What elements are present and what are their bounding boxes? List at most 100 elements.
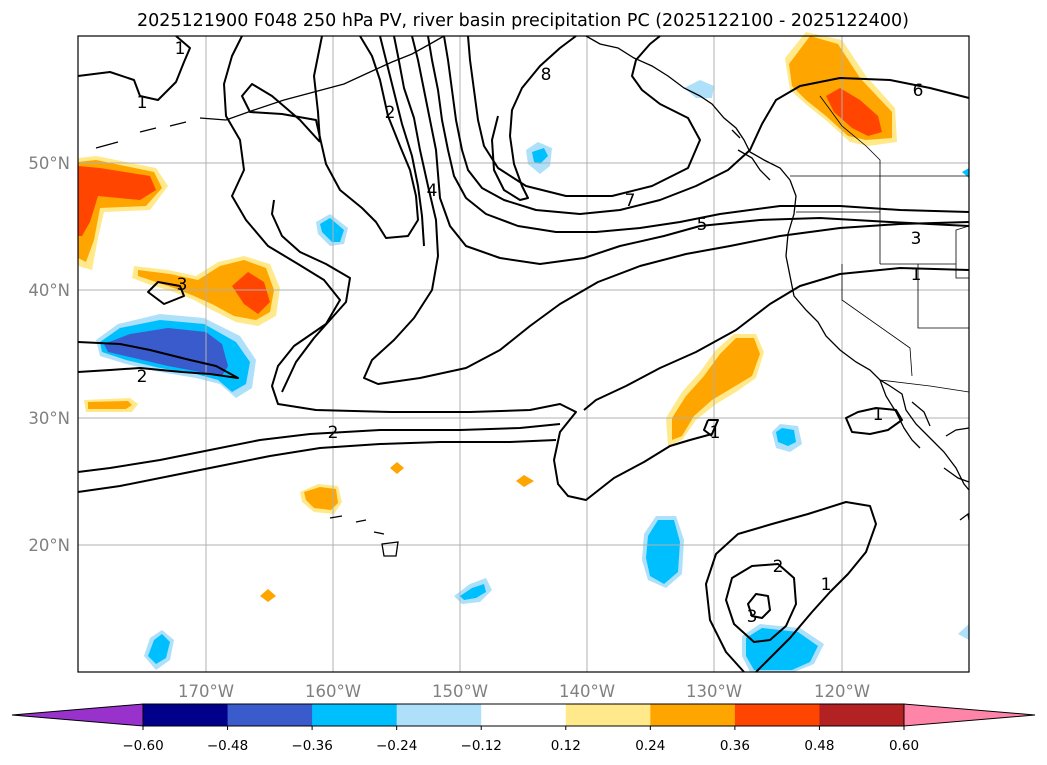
negative-anomaly-east-edge	[958, 624, 969, 640]
bc-alberta-border	[819, 95, 881, 176]
pv-contour-5	[427, 35, 970, 233]
longitude-axis: 170°W 160°W 150°W 140°W 130°W 120°W	[178, 682, 870, 701]
contour-label: 5	[697, 215, 708, 235]
colorbar-bin	[819, 704, 905, 726]
positive-anomaly-small-2	[516, 475, 534, 487]
colorbar-bin	[312, 704, 398, 726]
pv-contour-trough-main	[363, 35, 970, 385]
latitude-axis: 50°N 40°N 30°N 20°N	[28, 154, 70, 555]
chart-title: 2025121900 F048 250 hPa PV, river basin …	[137, 11, 909, 31]
positive-anomaly-west-edge	[78, 156, 168, 270]
lat-tick-label: 20°N	[28, 536, 70, 555]
colorbar-frame	[142, 703, 905, 727]
map-panel: 1 1 1 1 1 1 2 2 2 2 3 3 3 4 5 6 7 8	[77, 32, 970, 673]
pv-contour-2-trough	[271, 35, 351, 393]
contour-label: 1	[175, 39, 186, 59]
pv-contour-2-west	[77, 341, 239, 379]
lon-tick-label: 140°W	[559, 682, 615, 701]
contour-label: 1	[821, 575, 832, 595]
pv-contour-1-south	[77, 439, 557, 493]
contour-label: 3	[911, 229, 922, 249]
lat-tick-label: 50°N	[28, 154, 70, 173]
hawaii-islands	[329, 515, 399, 557]
alaska-peninsula-coast	[199, 35, 445, 121]
lat-tick-label: 30°N	[28, 409, 70, 428]
pv-contours	[77, 35, 970, 673]
negative-anomaly-50n-150w-core	[532, 148, 548, 164]
colorbar-extend-low	[11, 703, 144, 727]
contour-label: 2	[328, 423, 339, 443]
pv-contour-7	[467, 35, 701, 197]
colorbar-tick-label: −0.24	[376, 738, 417, 754]
negative-anomaly-east-edge-2	[962, 168, 969, 178]
contour-label: 1	[710, 423, 721, 443]
positive-anomaly-31n-core	[88, 401, 132, 409]
positive-anomaly-160w-24n-core	[304, 487, 338, 510]
pv-contour-1-east	[845, 407, 903, 435]
pv-contour-labels: 1 1 1 1 1 1 2 2 2 2 3 3 3 4 5 6 7 8	[137, 39, 924, 627]
negative-anomaly-175w-12n-core	[148, 634, 170, 664]
positive-anomaly-nw-canada	[785, 32, 897, 146]
pv-contour-2-south	[77, 423, 561, 473]
pv-contour-4	[411, 35, 970, 265]
contour-label: 4	[427, 181, 438, 201]
contour-label: 1	[873, 405, 884, 425]
negative-anomaly-160w-45n-core	[320, 218, 344, 242]
pv-contour-2-dome	[725, 563, 797, 643]
political-borders	[790, 95, 970, 393]
positive-anomaly-small-3	[260, 589, 276, 602]
pv-contour-3-dome	[747, 593, 771, 619]
pv-contour-1-dome	[705, 501, 877, 673]
coastlines	[95, 35, 970, 557]
colorbar-tick-label: −0.12	[461, 738, 502, 754]
pv-contour-3-closed	[147, 281, 185, 305]
colorbar-tick-label: −0.60	[122, 738, 163, 754]
colorbar-bin	[565, 704, 651, 726]
negative-anomaly-125w-28n-core	[776, 428, 796, 446]
colorbar-extend-high	[903, 703, 1036, 727]
lon-tick-label: 150°W	[432, 682, 488, 701]
pv-contour-1-large	[223, 35, 719, 501]
colorbar-tick-label: −0.36	[291, 738, 332, 754]
pv-contour-inner-loop	[241, 35, 419, 239]
colorbar-bin	[481, 704, 567, 726]
lon-tick-label: 170°W	[178, 682, 234, 701]
contour-label: 6	[913, 81, 924, 101]
colorbar: −0.60 −0.48 −0.36 −0.24 −0.12 0.12 0.24 0.36 0.4…	[11, 703, 1036, 754]
colorbar-tick-label: 0.24	[635, 738, 665, 754]
colorbar-bin	[227, 704, 313, 726]
us-west-coast	[785, 179, 970, 491]
negative-anomaly-125w-12n-core	[746, 628, 818, 670]
negative-anomaly-alaska	[684, 80, 714, 98]
contour-label: 2	[137, 367, 148, 387]
lat-tick-label: 40°N	[28, 281, 70, 300]
colorbar-tick-label: 0.12	[551, 738, 581, 754]
lon-tick-label: 130°W	[686, 682, 742, 701]
state-borders	[796, 176, 970, 377]
colorbar-bin	[143, 704, 229, 726]
negative-anomaly-135w-20n-core	[646, 520, 680, 584]
alaska-southeast-coast	[585, 35, 791, 181]
map-frame	[77, 35, 970, 673]
contour-label: 1	[911, 265, 922, 285]
pv-contour-8	[491, 35, 577, 201]
lon-tick-label: 120°W	[814, 682, 870, 701]
contour-label: 3	[177, 275, 188, 295]
lon-tick-label: 160°W	[305, 682, 361, 701]
colorbar-tick-label: 0.48	[804, 738, 834, 754]
contour-label: 2	[773, 557, 784, 577]
colorbar-bin	[396, 704, 482, 726]
colorbar-bin	[650, 704, 736, 726]
pv-contour-6	[443, 35, 970, 215]
aleutian-islands	[95, 121, 187, 149]
colorbar-tick-label: −0.48	[207, 738, 248, 754]
pv-contour-3	[379, 35, 970, 411]
colorbar-tick-label: 0.36	[720, 738, 750, 754]
colorbar-bin	[734, 704, 820, 726]
baja-california	[879, 379, 931, 449]
contour-label: 7	[625, 191, 636, 211]
us-mexico-border	[879, 379, 970, 393]
contour-label: 2	[385, 103, 396, 123]
contour-label: 8	[541, 65, 552, 85]
